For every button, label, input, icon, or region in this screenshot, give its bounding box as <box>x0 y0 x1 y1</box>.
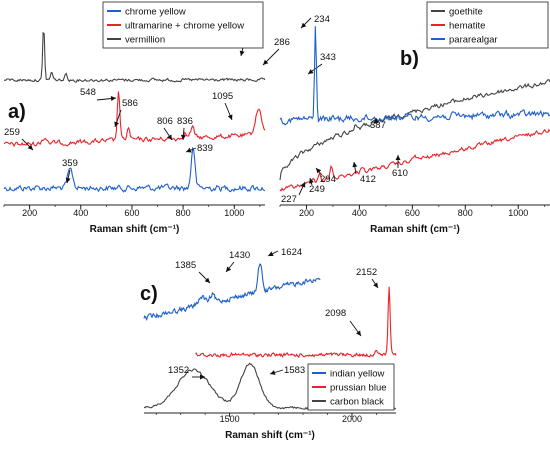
legend-box <box>426 1 549 49</box>
peak-label: 806 <box>157 116 173 127</box>
x-tick-label: 200 <box>299 208 314 218</box>
peak-arrowhead <box>204 277 210 283</box>
peak-arrowhead <box>65 177 71 183</box>
x-tick-label: 200 <box>22 208 37 218</box>
peak-label: 839 <box>197 143 213 154</box>
peak-label: 412 <box>360 174 376 185</box>
x-tick-label: 2000 <box>342 414 362 424</box>
peak-label: 387 <box>370 120 386 131</box>
peak-label: 343 <box>320 52 336 63</box>
peak-arrowhead <box>114 121 119 127</box>
peak-label: 359 <box>62 158 78 169</box>
series-line-hematite <box>279 128 550 192</box>
peak-label: 836 <box>177 116 193 127</box>
peak-label: 1095 <box>212 91 233 102</box>
peak-arrowhead <box>180 134 186 140</box>
series-line-vermillion <box>3 31 266 83</box>
legend-label: prussian blue <box>330 383 387 394</box>
series-line-pararealgar <box>279 26 550 126</box>
peak-label: 286 <box>274 37 290 48</box>
peak-arrowhead <box>309 178 314 184</box>
legend-label: ultramarine + chrome yellow <box>125 21 244 32</box>
peak-label: 2098 <box>325 308 346 319</box>
peak-arrowhead <box>395 155 401 160</box>
peak-label: 259 <box>4 127 20 138</box>
legend-label: indian yellow <box>330 369 385 380</box>
peak-arrowhead <box>270 370 276 375</box>
x-tick-label: 600 <box>124 208 139 218</box>
x-axis-label: Raman shift (cm⁻¹) <box>370 224 460 235</box>
legend: chrome yellow ultramarine + chrome yellow… <box>102 1 264 49</box>
peak-label: 294 <box>320 174 336 185</box>
peak-arrowhead <box>316 168 322 174</box>
peak-arrowhead <box>200 374 205 380</box>
peak-arrowhead <box>27 144 33 150</box>
peak-label: 1624 <box>281 247 302 258</box>
panel-2: 200 400 600 800 1000 Raman shift (cm⁻¹) b) 234 3… <box>279 1 550 235</box>
peak-label: 1583 <box>284 365 305 376</box>
x-tick-label: 400 <box>73 208 88 218</box>
x-tick-label: 1000 <box>508 208 528 218</box>
peak-arrowhead <box>186 147 192 153</box>
peak-label: 227 <box>281 194 297 205</box>
peak-label: 586 <box>122 98 138 109</box>
legend-label: chrome yellow <box>125 7 186 18</box>
x-tick-label: 600 <box>405 208 420 218</box>
peak-arrowhead <box>308 69 314 74</box>
legend-label: vermillion <box>125 35 165 46</box>
peak-arrowhead <box>300 182 306 188</box>
peak-label: 548 <box>80 87 96 98</box>
peak-arrowhead <box>167 134 172 140</box>
peak-arrowhead <box>239 50 245 56</box>
peak-arrowhead <box>373 118 379 123</box>
peak-label: 610 <box>392 168 408 179</box>
legend: indian yellow prussian blue carbon black <box>307 363 395 411</box>
x-axis-label: Raman shift (cm⁻¹) <box>90 224 180 235</box>
peak-label: 1430 <box>229 250 250 261</box>
x-axis-label: Raman shift (cm⁻¹) <box>225 430 315 441</box>
peak-arrowhead <box>110 96 116 101</box>
x-tick-label: 1000 <box>224 208 244 218</box>
series-line-ultramarine-chrome-yellow <box>3 91 266 148</box>
legend-label: carbon black <box>330 397 384 408</box>
x-tick-label: 800 <box>458 208 473 218</box>
legend-box <box>102 1 264 49</box>
peak-arrowhead <box>227 114 233 120</box>
peak-arrowhead <box>226 266 232 272</box>
panel-3: 1500 2000 Raman shift (cm⁻¹) c) 1385 1430 1624… <box>140 247 397 441</box>
peak-arrowhead <box>263 59 269 65</box>
series-line-chrome-yellow <box>3 146 266 193</box>
legend-label: goethite <box>449 7 483 18</box>
x-tick-label: 1500 <box>220 414 240 424</box>
peak-arrowhead <box>301 22 307 28</box>
peak-label: 1352 <box>168 365 189 376</box>
peak-label: 2152 <box>356 267 377 278</box>
legend-label: hematite <box>449 21 485 32</box>
peak-arrowhead <box>268 251 274 256</box>
series-line-indian-yellow <box>143 263 321 322</box>
series-line-prussian-blue <box>195 286 397 359</box>
panel-label: a) <box>8 101 26 123</box>
legend-label: pararealgar <box>449 35 498 46</box>
peak-label: 234 <box>314 14 330 25</box>
panel-label: b) <box>400 48 419 70</box>
series-line-goethite <box>279 79 550 181</box>
peak-arrowhead <box>356 330 361 336</box>
x-tick-label: 400 <box>352 208 367 218</box>
peak-arrowhead <box>373 282 378 288</box>
legend: goethite hematite pararealgar <box>426 1 549 49</box>
peak-label: 249 <box>309 184 325 195</box>
panel-label: c) <box>140 283 158 305</box>
peak-arrowhead <box>352 162 358 168</box>
peak-label: 1385 <box>175 260 196 271</box>
x-tick-label: 800 <box>176 208 191 218</box>
